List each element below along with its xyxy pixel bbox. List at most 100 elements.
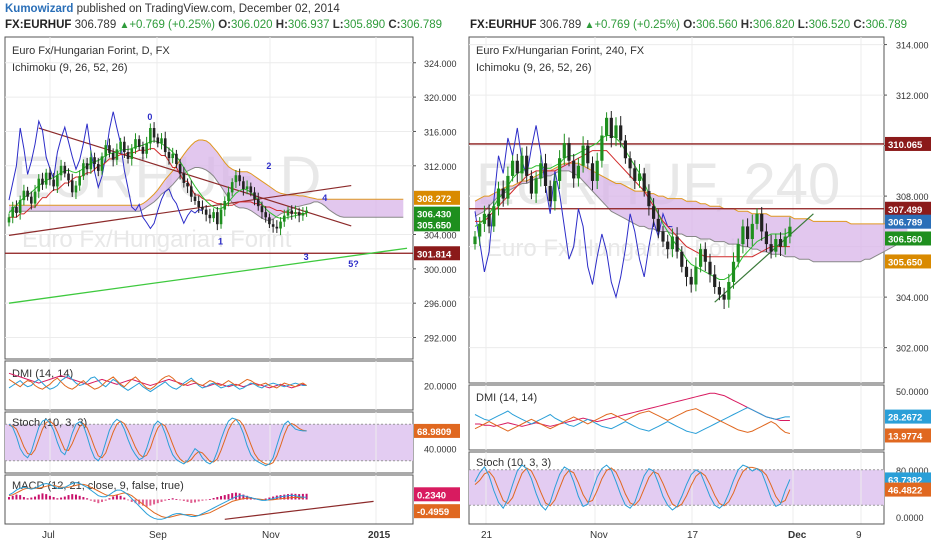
stoch-band <box>5 424 413 461</box>
candle-body <box>216 212 219 225</box>
candle-body <box>774 239 778 252</box>
macd-histogram-bar <box>101 499 103 502</box>
macd-histogram-bar <box>60 497 63 500</box>
macd-label: MACD (12, 21, close, 9, false, true) <box>12 480 184 492</box>
candle-body <box>78 176 81 186</box>
candle-body <box>515 160 519 174</box>
candle-body <box>543 163 548 187</box>
macd-histogram-bar <box>212 498 215 500</box>
candle-body <box>609 117 613 139</box>
candle-body <box>201 207 204 210</box>
candle-body <box>130 148 134 159</box>
candle-body <box>600 135 604 161</box>
macd-histogram-bar <box>127 499 130 501</box>
candle-body <box>268 217 271 225</box>
candle-body <box>189 186 193 197</box>
macd-histogram-bar <box>294 493 297 500</box>
candle-body <box>605 117 609 136</box>
candle-body <box>487 213 491 227</box>
macd-histogram-bar <box>89 499 92 501</box>
candle-body <box>85 163 89 170</box>
candle-body <box>478 223 482 237</box>
candle-body <box>297 212 301 216</box>
macd-histogram-bar <box>8 497 10 500</box>
support-trendline <box>714 213 814 303</box>
stoch-band <box>469 469 884 506</box>
senkou-span-a <box>9 139 404 206</box>
macd-histogram-bar <box>164 499 167 501</box>
y-tick-label: 312.000 <box>896 91 929 101</box>
candle-body <box>253 192 256 200</box>
symbol[interactable]: FX:EURHUF <box>5 19 72 31</box>
candle-body <box>717 287 721 295</box>
candle-body <box>736 244 740 262</box>
candle-body <box>119 141 122 150</box>
macd-histogram-bar <box>78 495 81 500</box>
macd-histogram-bar <box>279 495 282 500</box>
candle-body <box>501 188 505 199</box>
candle-body <box>294 212 297 214</box>
stoch-tick-label: 40.0000 <box>424 445 457 455</box>
ichimoku-cloud <box>475 163 908 262</box>
dmi-tick-label: 20.0000 <box>424 382 457 392</box>
candle-body <box>89 157 93 170</box>
candle-body <box>182 173 186 183</box>
macd-histogram-bar <box>268 497 271 500</box>
open-label: O: <box>218 19 231 31</box>
senkou-span-b <box>9 167 404 222</box>
candle-body <box>33 191 37 204</box>
wave-label: 1 <box>218 236 223 246</box>
macd-histogram-bar <box>141 499 144 506</box>
candle-body <box>63 165 67 174</box>
y-tick-label: 304.000 <box>896 293 929 303</box>
dmi-plus-line <box>8 375 307 393</box>
price-label-tag <box>414 246 460 261</box>
candle-body <box>44 172 48 185</box>
macd-histogram-bar <box>130 499 133 502</box>
header-bar: Kumowizard published on TradingView.com,… <box>0 0 932 34</box>
candle-body <box>93 157 96 165</box>
macd-histogram-bar <box>194 499 196 503</box>
candle-body <box>482 213 486 224</box>
candle-body <box>249 186 253 193</box>
macd-histogram-bar <box>108 498 111 500</box>
price-label-value: 28.2672 <box>888 413 922 424</box>
macd-histogram-bar <box>45 494 48 500</box>
candle-body <box>137 139 141 147</box>
candle-body <box>104 145 108 157</box>
candle-body <box>22 190 26 201</box>
macd-histogram-bar <box>97 499 100 504</box>
price-label-value: 308.272 <box>417 194 451 205</box>
candle-body <box>223 201 227 210</box>
publish-line: Kumowizard published on TradingView.com,… <box>5 3 340 15</box>
publish-info: published on TradingView.com, December 0… <box>76 3 340 15</box>
candle-body <box>115 149 119 160</box>
candle-body <box>234 175 238 183</box>
candle-body <box>783 236 787 247</box>
chart-title: Euro Fx/Hungarian Forint, D, FX <box>12 45 170 57</box>
macd-line <box>8 481 307 520</box>
candle-body <box>619 125 623 141</box>
price-label-value: -0.4959 <box>417 507 449 518</box>
candle-body <box>286 210 290 216</box>
low-label: L: <box>332 19 344 31</box>
candle-body <box>100 156 104 171</box>
candle-body <box>227 192 230 202</box>
change: +0.769 (+0.25%) <box>594 19 681 31</box>
macd-histogram-bar <box>34 496 37 500</box>
candle-body <box>769 244 773 252</box>
candle-body <box>134 139 137 149</box>
macd-histogram-bar <box>63 496 66 500</box>
wave-label: 2 <box>266 161 271 171</box>
symbol[interactable]: FX:EURHUF <box>470 19 537 31</box>
macd-histogram-bar <box>290 493 293 500</box>
wave-label: 5? <box>348 259 359 269</box>
author-link[interactable]: Kumowizard <box>5 3 74 15</box>
price-label-value: 301.814 <box>417 249 452 260</box>
stoch-tick-label: 80.0000 <box>896 466 929 476</box>
candle-body <box>212 212 215 219</box>
price-label-value: 13.9774 <box>888 431 923 442</box>
macd-histogram-bar <box>149 499 152 506</box>
